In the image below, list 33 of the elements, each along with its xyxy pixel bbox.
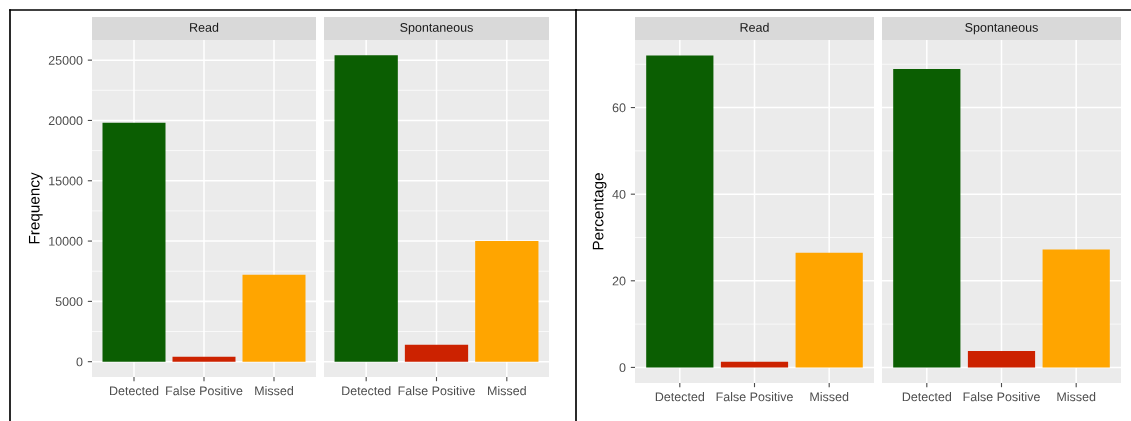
x-tick-label: Missed [810, 392, 849, 402]
y-tick-label: 20 [612, 276, 626, 286]
y-tick-label: 40 [612, 189, 626, 199]
y-tick-label: 10000 [49, 236, 83, 246]
chart-title: Spontaneous [965, 23, 1038, 35]
y-axis-title: Percentage [592, 173, 607, 250]
x-tick-label: False Positive [963, 392, 1040, 402]
bar [172, 356, 236, 362]
x-tick-label: Missed [488, 386, 526, 396]
bar [242, 274, 306, 362]
chart-title: Read [740, 22, 769, 32]
x-tick-label: Missed [1057, 392, 1096, 402]
x-tick-label: Detected [902, 392, 952, 402]
x-tick-label: Detected [110, 386, 159, 396]
chart-title: Spontaneous [400, 23, 473, 35]
y-tick-label: 0 [76, 357, 83, 367]
bar [646, 55, 714, 368]
y-tick-label: 60 [612, 103, 626, 113]
x-tick-label: Detected [655, 392, 705, 402]
y-axis-title: Frequency [28, 172, 43, 244]
x-tick-label: Detected [342, 386, 391, 396]
y-tick-label: 20000 [48, 116, 83, 126]
y-tick-label: 0 [619, 363, 626, 373]
bar [795, 252, 863, 368]
bar [102, 122, 166, 362]
x-tick-label: False Positive [166, 386, 243, 396]
x-tick-label: False Positive [716, 392, 793, 402]
x-tick-label: False Positive [398, 386, 475, 396]
chart-title: Read [190, 22, 219, 32]
y-tick-label: 15000 [49, 176, 83, 186]
y-tick-label: 25000 [48, 55, 83, 65]
x-tick-label: Missed [255, 386, 293, 396]
y-tick-label: 5000 [55, 297, 83, 307]
